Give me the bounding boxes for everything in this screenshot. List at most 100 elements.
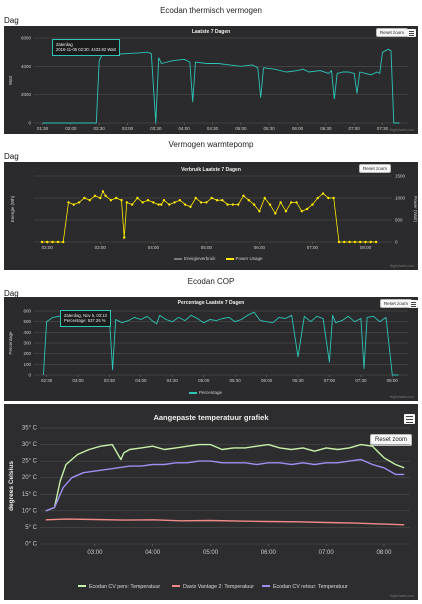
chart1-x-tick-label: 02:30 bbox=[94, 126, 106, 131]
chart2-y-axis-label-right: Power (Watt) bbox=[413, 196, 418, 223]
chart2-x-tick-label: 06:00 bbox=[254, 245, 266, 250]
chart4-y-tick-label: 30° C bbox=[22, 442, 38, 448]
chart4-x-tick-label: 03:00 bbox=[87, 550, 103, 556]
chart4-series-line-2 bbox=[45, 458, 405, 512]
chart2-data-point bbox=[178, 199, 182, 202]
chart2-data-point bbox=[101, 190, 105, 193]
chart1-x-tick-label: 05:00 bbox=[235, 126, 247, 131]
chart2-data-point bbox=[157, 203, 160, 206]
chart2-svg: 0 500 1000 1500 02:00 03:00 04:00 05:00 06:00 07:… bbox=[10, 174, 418, 251]
chart2-data-point bbox=[263, 196, 266, 200]
chart2-legend-power[interactable]: Power Usage bbox=[225, 256, 263, 261]
chart2-data-point bbox=[321, 192, 325, 195]
chart3-y-tick-label: 200 bbox=[23, 351, 31, 356]
chart1-tooltip: Zaterdag 2016-11-05 02:30: 4433.92 Watt bbox=[52, 39, 120, 56]
chart4-y-tick-label: 0° C bbox=[25, 542, 37, 548]
chart2-data-point bbox=[374, 240, 378, 244]
chart2-x-tick-label: 03:00 bbox=[95, 245, 107, 250]
chart2-data-point bbox=[88, 199, 91, 202]
chart4-y-tick-label: 25° C bbox=[22, 459, 38, 465]
chart1-x-tick-label: 06:00 bbox=[292, 126, 304, 131]
chart2-data-point bbox=[242, 194, 245, 197]
chart1-x-tick-label: 04:00 bbox=[179, 126, 191, 131]
chart2-data-point bbox=[56, 240, 60, 244]
chart3-legend-percentage[interactable]: Percentage bbox=[189, 390, 222, 395]
chart1-y-tick-label: 2000 bbox=[21, 92, 32, 97]
chart1-menu-icon[interactable] bbox=[407, 29, 416, 37]
chart2-reset-zoom-button[interactable]: Reset zoom bbox=[359, 164, 392, 173]
chart2-data-point bbox=[205, 201, 208, 204]
chart2-data-point bbox=[109, 199, 113, 202]
chart2-data-point bbox=[274, 212, 277, 215]
chart2-data-point bbox=[258, 210, 261, 213]
chart2-data-point bbox=[210, 196, 213, 200]
chart3-x-tick-label: 07:00 bbox=[324, 378, 336, 383]
chart2-legend-energy[interactable]: Energieverbruik bbox=[174, 256, 216, 261]
chart3-x-tick-label: 06:00 bbox=[261, 378, 273, 383]
chart2-data-point bbox=[141, 201, 144, 204]
chart2-data-point bbox=[130, 203, 134, 206]
chart3-menu-icon[interactable] bbox=[409, 300, 418, 308]
chart1-x-tick-label: 07:00 bbox=[349, 126, 361, 131]
chart3-x-tick-label: 02:30 bbox=[41, 378, 53, 383]
chart2-data-point bbox=[332, 196, 335, 200]
chart2-data-point bbox=[162, 199, 166, 202]
chart2-data-point bbox=[51, 240, 54, 244]
chart4-series-line-0 bbox=[45, 443, 405, 512]
chart1-x-tick-label: 05:30 bbox=[264, 126, 276, 131]
chart1-x-tick-label: 02:00 bbox=[65, 126, 77, 131]
chart4-menu-icon[interactable] bbox=[404, 414, 415, 424]
chart2-data-point bbox=[72, 203, 75, 206]
chart2-data-point bbox=[160, 203, 163, 206]
chart2-data-point bbox=[348, 240, 351, 244]
chart1-y-axis-label: Watt bbox=[8, 75, 13, 85]
chart1-credits: Highcharts.com bbox=[389, 128, 414, 132]
chart2-data-point bbox=[146, 199, 150, 202]
chart3-y-tick-label: 600 bbox=[23, 309, 31, 314]
chart2-credits: Highcharts.com bbox=[389, 264, 414, 268]
chart2-data-point bbox=[316, 196, 319, 200]
chart1-tooltip-value: 2016-11-05 02:30: 4433.92 Watt bbox=[56, 47, 116, 53]
chart2-y-tick-label: 500 bbox=[395, 218, 403, 223]
chart3-x-tick-label: 04:30 bbox=[167, 378, 179, 383]
chart2-period-label: Dag bbox=[4, 152, 19, 161]
chart2-data-point bbox=[83, 196, 86, 200]
chart2-data-point bbox=[311, 203, 314, 206]
chart3-y-tick-label: 100 bbox=[23, 362, 31, 367]
chart3-x-tick-label: 08:00 bbox=[387, 378, 399, 383]
chart2-data-point bbox=[99, 196, 102, 200]
chart2-data-point bbox=[305, 207, 309, 211]
chart2-y-tick-label: 1500 bbox=[395, 174, 406, 179]
chart2-data-point bbox=[136, 196, 139, 200]
chart3-heading: Ecodan COP bbox=[187, 277, 235, 286]
chart4-x-tick-label: 08:00 bbox=[376, 550, 392, 556]
chart2-y-tick-label: 0 bbox=[395, 240, 398, 245]
chart2-data-point bbox=[77, 201, 81, 204]
chart1-tooltip-title: Zaterdag bbox=[56, 42, 73, 47]
chart2-data-point bbox=[358, 240, 362, 244]
chart2-data-point bbox=[327, 196, 330, 200]
chart2-data-point bbox=[104, 194, 107, 197]
chart3-credits: Highcharts.com bbox=[389, 395, 414, 399]
chart1-x-tick-label: 06:30 bbox=[320, 126, 332, 131]
chart3-y-tick-label: 500 bbox=[23, 319, 31, 324]
chart4-x-tick-label: 05:00 bbox=[203, 550, 219, 556]
chart1-svg: 0 2000 4000 6000 01:30 02:00 02:30 03:00 03:30 04… bbox=[8, 36, 408, 131]
chart1-x-tick-label: 03:00 bbox=[122, 126, 134, 131]
chart1-x-tick-label: 03:30 bbox=[150, 126, 162, 131]
chart2-data-point bbox=[279, 201, 282, 204]
chart2-data-point bbox=[125, 201, 129, 204]
chart4-y-tick-label: 35° C bbox=[22, 426, 38, 432]
chart4-y-tick-label: 20° C bbox=[22, 475, 38, 481]
chart4-reset-zoom-button[interactable]: Reset zoom bbox=[370, 434, 413, 446]
chart4-credits: Highcharts.com bbox=[389, 594, 414, 598]
chart2-data-point bbox=[61, 240, 65, 244]
chart2-data-point bbox=[199, 201, 203, 204]
chart2-data-point bbox=[268, 203, 272, 206]
chart1-series-line-0 bbox=[42, 48, 400, 124]
chart1-y-tick-label: 0 bbox=[28, 121, 31, 126]
chart3-period-label: Dag bbox=[4, 289, 19, 298]
chart2-data-point bbox=[168, 203, 171, 206]
chart2-data-point bbox=[194, 196, 197, 200]
